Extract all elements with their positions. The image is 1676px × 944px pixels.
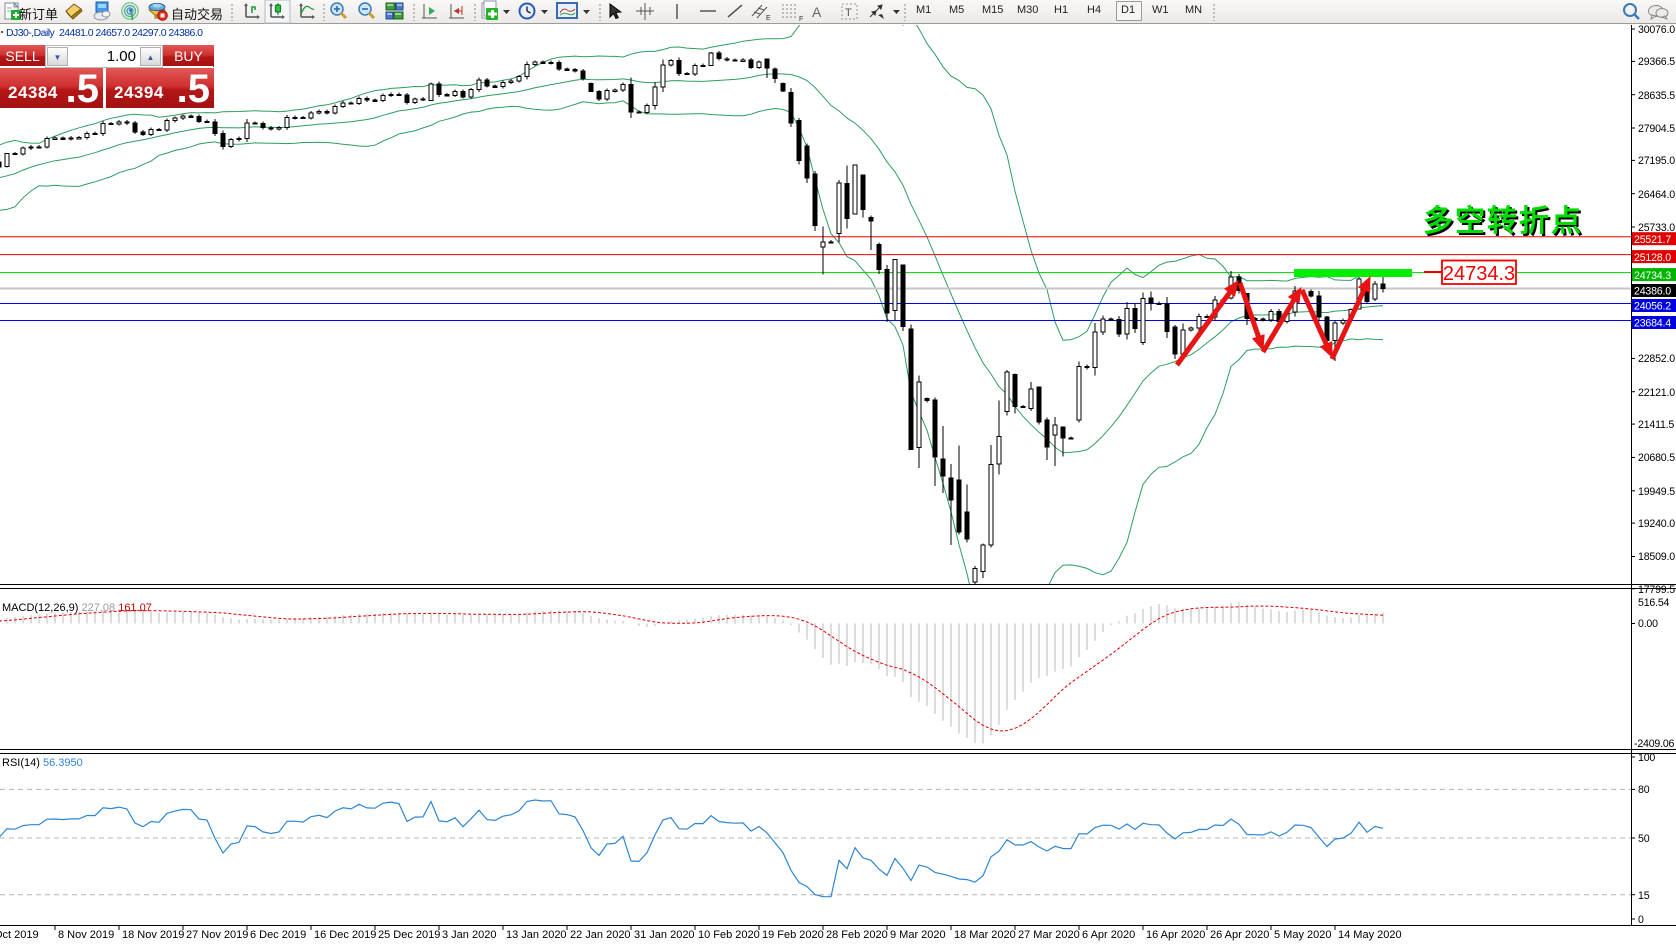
svg-text:DJ30-,Daily 24481.0 24657.0 2: DJ30-,Daily 24481.0 24657.0 24297.0 2438…	[6, 27, 203, 39]
svg-text:19240.0: 19240.0	[1638, 518, 1675, 530]
svg-text:18 Mar 2020: 18 Mar 2020	[954, 929, 1016, 941]
svg-text:18509.0: 18509.0	[1638, 551, 1675, 563]
svg-text:13 Jan 2020: 13 Jan 2020	[506, 929, 567, 941]
svg-text:19 Feb 2020: 19 Feb 2020	[762, 929, 824, 941]
svg-text:22121.0: 22121.0	[1638, 387, 1675, 399]
svg-text:50: 50	[1638, 833, 1650, 845]
svg-text:17799.5: 17799.5	[1638, 584, 1675, 596]
svg-text:22852.0: 22852.0	[1638, 353, 1675, 365]
svg-text:100: 100	[1638, 752, 1655, 764]
svg-text:25 Dec 2019: 25 Dec 2019	[378, 929, 440, 941]
svg-text:23684.4: 23684.4	[1634, 318, 1671, 330]
svg-text:24056.2: 24056.2	[1634, 301, 1671, 313]
svg-text:80: 80	[1638, 784, 1650, 796]
svg-text:27 Mar 2020: 27 Mar 2020	[1018, 929, 1080, 941]
svg-text:9 Mar 2020: 9 Mar 2020	[890, 929, 946, 941]
svg-text:T: T	[845, 7, 852, 19]
svg-text:26464.0: 26464.0	[1638, 189, 1675, 201]
svg-text:10 Feb 2020: 10 Feb 2020	[698, 929, 760, 941]
svg-text:18 Nov 2019: 18 Nov 2019	[122, 929, 184, 941]
svg-text:14 May 2020: 14 May 2020	[1338, 929, 1402, 941]
svg-text:21411.5: 21411.5	[1638, 419, 1674, 431]
svg-text:22 Jan 2020: 22 Jan 2020	[570, 929, 631, 941]
svg-text:16 Apr 2020: 16 Apr 2020	[1146, 929, 1205, 941]
svg-text:5 May 2020: 5 May 2020	[1274, 929, 1331, 941]
svg-text:A: A	[812, 4, 822, 20]
svg-text:Oct 2019: Oct 2019	[0, 929, 39, 941]
svg-text:31 Jan 2020: 31 Jan 2020	[634, 929, 695, 941]
svg-text:26 Apr 2020: 26 Apr 2020	[1210, 929, 1269, 941]
svg-text:30076.0: 30076.0	[1638, 25, 1675, 36]
svg-text:多空转折点: 多空转折点	[1425, 207, 1585, 240]
svg-text:20680.5: 20680.5	[1638, 452, 1675, 464]
svg-text:24386.0: 24386.0	[1634, 286, 1671, 298]
svg-text:-2409.06: -2409.06	[1634, 738, 1675, 750]
svg-text:0: 0	[1638, 914, 1644, 926]
svg-text:24734.3: 24734.3	[1443, 263, 1515, 285]
svg-text:516.54: 516.54	[1638, 597, 1670, 609]
svg-text:19949.5: 19949.5	[1638, 486, 1675, 498]
svg-text:16 Dec 2019: 16 Dec 2019	[314, 929, 376, 941]
svg-text:6 Apr 2020: 6 Apr 2020	[1082, 929, 1135, 941]
svg-text:F: F	[799, 16, 803, 23]
svg-text:MACD(12,26,9) 227.08 161.07: MACD(12,26,9) 227.08 161.07	[2, 602, 152, 614]
svg-text:27 Nov 2019: 27 Nov 2019	[186, 929, 248, 941]
svg-text:27195.0: 27195.0	[1638, 155, 1675, 167]
svg-text:27904.5: 27904.5	[1638, 123, 1675, 135]
svg-text:25521.7: 25521.7	[1634, 234, 1671, 246]
svg-text:28 Feb 2020: 28 Feb 2020	[826, 929, 888, 941]
svg-text:3 Jan 2020: 3 Jan 2020	[442, 929, 496, 941]
svg-text:25128.0: 25128.0	[1634, 252, 1671, 264]
svg-text:6 Dec 2019: 6 Dec 2019	[250, 929, 306, 941]
svg-text:25733.0: 25733.0	[1638, 222, 1675, 234]
svg-text:E: E	[766, 15, 771, 22]
svg-text:28635.5: 28635.5	[1638, 90, 1675, 102]
svg-text:24734.3: 24734.3	[1634, 270, 1671, 282]
svg-text:8 Nov 2019: 8 Nov 2019	[58, 929, 114, 941]
svg-text:RSI(14) 56.3950: RSI(14) 56.3950	[2, 757, 83, 769]
svg-text:0.00: 0.00	[1638, 618, 1658, 630]
svg-text:多空转折点: 多空转折点	[1423, 205, 1583, 238]
svg-text:15: 15	[1638, 890, 1650, 902]
svg-text:29366.5: 29366.5	[1638, 56, 1675, 68]
